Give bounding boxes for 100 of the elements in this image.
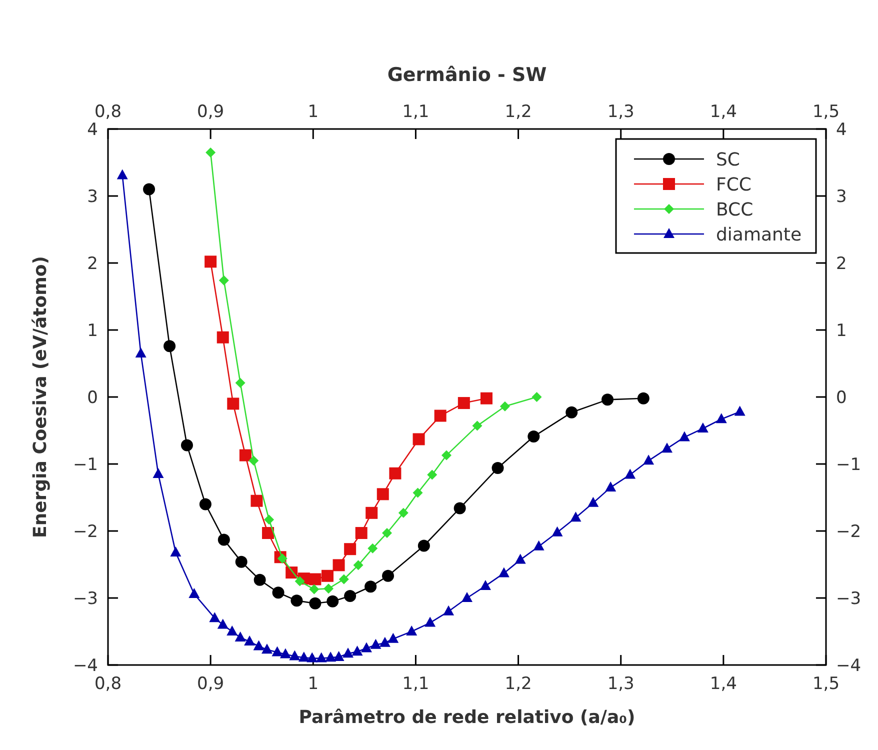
x-tick-label: 1,3 <box>607 102 634 122</box>
point <box>164 340 176 352</box>
point <box>234 632 246 642</box>
point <box>662 442 673 453</box>
point <box>462 592 472 602</box>
x-tick-label: 0,9 <box>197 102 224 122</box>
y-tick-label: −1 <box>72 454 98 475</box>
y-tick-label: −4 <box>72 656 98 676</box>
y-tick-label: −2 <box>72 522 98 542</box>
point <box>570 512 582 522</box>
point <box>326 595 339 608</box>
x-tick-label: 0,8 <box>94 102 122 122</box>
x2-tick-label: 1,5 <box>812 674 840 694</box>
point <box>412 488 423 498</box>
y2-tick-label: 1 <box>836 320 847 341</box>
point <box>289 650 300 660</box>
point <box>637 392 650 404</box>
point <box>290 594 303 607</box>
x-tick-label: 1 <box>308 102 319 122</box>
x2-tick-label: 1,3 <box>607 674 634 694</box>
point <box>199 498 212 510</box>
point <box>309 584 320 594</box>
point <box>325 652 336 662</box>
point <box>316 652 327 662</box>
point <box>382 570 394 582</box>
point <box>322 570 334 582</box>
y-tick-label: 1 <box>87 320 98 341</box>
point <box>262 527 274 540</box>
point <box>244 636 256 646</box>
point <box>206 147 216 158</box>
point <box>552 526 563 536</box>
point <box>379 636 390 647</box>
point <box>360 642 372 652</box>
point <box>280 648 291 658</box>
point <box>250 494 263 507</box>
point <box>217 618 228 629</box>
point <box>566 406 578 418</box>
x-tick-label: 1,1 <box>402 102 430 122</box>
point <box>458 397 470 410</box>
point <box>427 470 438 480</box>
point <box>309 573 322 586</box>
point <box>209 612 220 622</box>
y2-tick-label: −4 <box>836 656 862 676</box>
point <box>382 528 392 538</box>
point <box>309 597 322 610</box>
point <box>188 588 200 598</box>
point <box>514 554 526 564</box>
point <box>272 646 283 656</box>
y2-tick-label: 2 <box>836 254 847 274</box>
legend-label: diamante <box>716 224 802 246</box>
point <box>218 275 229 286</box>
x2-tick-label: 1,1 <box>402 674 430 694</box>
y-axis-title: Energia Coesiva (eV/átomo) <box>30 256 51 538</box>
y2-tick-label: 3 <box>836 186 847 207</box>
point <box>500 401 510 412</box>
point <box>364 580 377 593</box>
point <box>443 605 454 616</box>
point <box>406 626 418 636</box>
y2-tick-label: −3 <box>836 588 862 609</box>
point <box>366 506 378 519</box>
point <box>434 410 446 422</box>
point <box>412 433 425 446</box>
point <box>264 514 274 525</box>
legend-label: FCC <box>716 174 752 196</box>
y-tick-label: 4 <box>87 120 98 140</box>
point <box>235 378 246 388</box>
point <box>353 560 364 570</box>
point <box>254 574 266 586</box>
y-tick-label: 3 <box>87 186 98 207</box>
y2-tick-label: −1 <box>836 454 862 475</box>
point <box>135 347 146 358</box>
point <box>643 454 654 465</box>
y2-tick-label: 0 <box>836 388 847 408</box>
point <box>398 508 408 518</box>
point <box>480 580 491 590</box>
point <box>204 256 217 268</box>
point <box>344 590 356 602</box>
point <box>355 527 368 540</box>
point <box>272 586 284 599</box>
y2-tick-label: 4 <box>836 120 847 140</box>
point <box>298 652 310 662</box>
point <box>605 481 616 492</box>
x2-tick-label: 1,2 <box>504 674 532 694</box>
point <box>472 420 482 431</box>
point <box>368 543 378 554</box>
point <box>216 331 229 344</box>
point <box>492 462 504 474</box>
point <box>239 449 252 462</box>
x-tick-label: 1,4 <box>710 102 737 122</box>
point <box>344 543 356 556</box>
point <box>352 646 363 656</box>
point <box>324 584 334 594</box>
point <box>454 502 466 514</box>
point <box>624 468 636 479</box>
point <box>248 456 259 466</box>
point <box>388 632 399 643</box>
point <box>152 468 164 478</box>
point <box>116 169 128 180</box>
point <box>678 431 690 442</box>
x-axis-title: Parâmetro de rede relativo (a/a₀) <box>298 707 636 728</box>
